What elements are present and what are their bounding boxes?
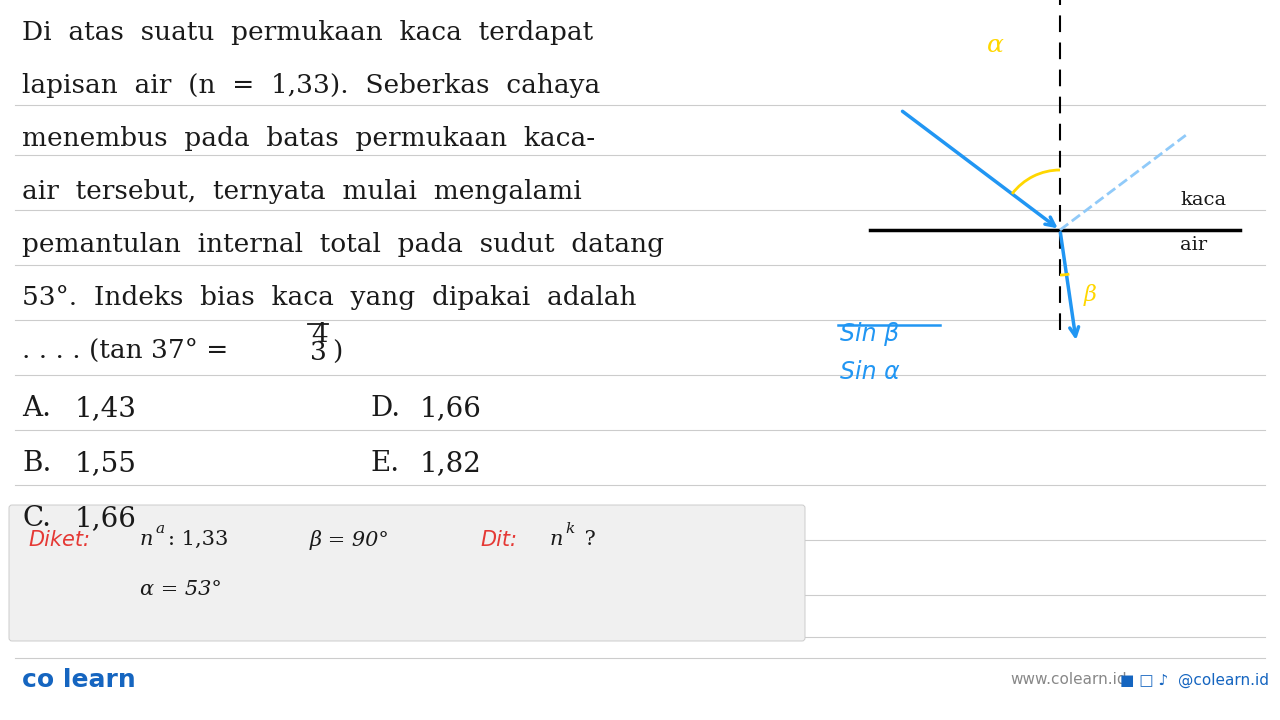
Text: a: a xyxy=(155,522,164,536)
Text: Sin β: Sin β xyxy=(840,322,900,346)
Text: air  tersebut,  ternyata  mulai  mengalami: air tersebut, ternyata mulai mengalami xyxy=(22,179,581,204)
Text: 1,66: 1,66 xyxy=(420,395,481,422)
Text: 3: 3 xyxy=(310,340,326,365)
Text: β = 90°: β = 90° xyxy=(310,530,390,550)
Text: ■ □ ♪  @colearn.id: ■ □ ♪ @colearn.id xyxy=(1120,672,1268,688)
Text: Dit:: Dit: xyxy=(480,530,517,550)
Text: n: n xyxy=(550,530,563,549)
Text: www.colearn.id: www.colearn.id xyxy=(1010,672,1126,688)
Text: 1,43: 1,43 xyxy=(76,395,137,422)
Text: 53°.  Indeks  bias  kaca  yang  dipakai  adalah: 53°. Indeks bias kaca yang dipakai adala… xyxy=(22,285,636,310)
FancyBboxPatch shape xyxy=(9,505,805,641)
Text: : 1,33: : 1,33 xyxy=(168,530,228,549)
Text: 1,55: 1,55 xyxy=(76,450,137,477)
Text: ?: ? xyxy=(579,530,595,549)
Text: air: air xyxy=(1180,236,1207,254)
Text: C.: C. xyxy=(22,505,51,532)
Text: k: k xyxy=(564,522,575,536)
Text: β: β xyxy=(1084,284,1097,306)
Text: ): ) xyxy=(332,340,342,365)
Text: α: α xyxy=(987,34,1004,56)
Text: A.: A. xyxy=(22,395,51,422)
Text: Sin α: Sin α xyxy=(840,360,900,384)
Text: 1,66: 1,66 xyxy=(76,505,137,532)
Text: menembus  pada  batas  permukaan  kaca-: menembus pada batas permukaan kaca- xyxy=(22,126,595,151)
Text: D.: D. xyxy=(370,395,401,422)
Text: lapisan  air  (n  =  1,33).  Seberkas  cahaya: lapisan air (n = 1,33). Seberkas cahaya xyxy=(22,73,600,98)
Text: n: n xyxy=(140,530,154,549)
Text: Diket:: Diket: xyxy=(28,530,90,550)
Text: Di  atas  suatu  permukaan  kaca  terdapat: Di atas suatu permukaan kaca terdapat xyxy=(22,20,593,45)
Text: E.: E. xyxy=(370,450,399,477)
Text: 1,82: 1,82 xyxy=(420,450,481,477)
Text: 4: 4 xyxy=(311,322,328,347)
Text: pemantulan  internal  total  pada  sudut  datang: pemantulan internal total pada sudut dat… xyxy=(22,232,664,257)
Text: B.: B. xyxy=(22,450,51,477)
Text: . . . . (tan 37° =: . . . . (tan 37° = xyxy=(22,338,237,363)
Text: co learn: co learn xyxy=(22,668,136,692)
Text: α = 53°: α = 53° xyxy=(140,580,221,599)
Text: kaca: kaca xyxy=(1180,191,1226,209)
